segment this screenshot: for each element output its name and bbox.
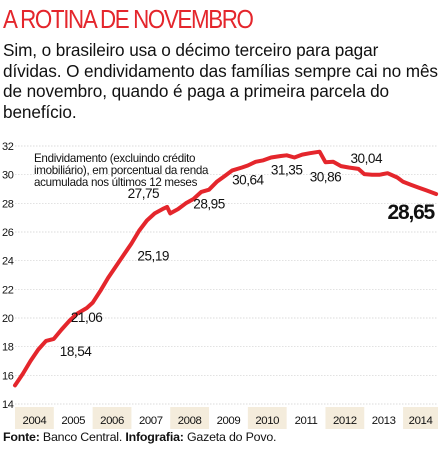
x-tick-label: 2010 [255,415,279,427]
y-tick-label: 26 [2,227,14,239]
y-tick-label: 30 [2,170,14,182]
y-tick-label: 20 [2,313,14,325]
credit-value: Gazeta do Povo. [186,430,277,444]
data-label: 30,04 [351,151,383,166]
y-tick-label: 32 [2,141,14,153]
series-line [13,149,439,388]
y-tick-label: 16 [2,370,14,382]
data-label: 18,54 [60,344,92,359]
x-axis: 2004 2005 2006 2007 2008 2009 2010 2011 2012 2013… [23,415,433,427]
x-tick-label: 2006 [100,415,124,427]
y-tick-label: 28 [2,198,14,210]
x-tick-label: 2012 [333,415,357,427]
y-tick-label: 24 [2,256,14,268]
y-axis: 14 16 18 20 22 24 26 28 30 32 [2,141,14,411]
data-labels: 18,54 21,06 25,19 27,75 28,95 30,64 31,35 30,86… [60,151,437,359]
source-value: Banco Central. [42,430,123,444]
chart-title: A ROTINA DE NOVEMBRO [3,4,254,34]
data-label: 27,75 [128,186,160,201]
x-tick-label: 2009 [217,415,241,427]
series-endividamento [13,149,439,388]
gridlines [15,145,438,405]
year-band [325,407,365,429]
x-tick-label: 2013 [372,415,396,427]
data-label: 25,19 [137,249,169,264]
data-label: 28,95 [193,197,225,212]
data-label: 28,65 [387,201,435,224]
year-band [170,407,210,429]
data-label: 31,35 [271,162,303,177]
year-band [403,407,438,429]
year-band [247,407,287,429]
year-band [15,407,54,429]
y-tick-label: 18 [2,342,14,354]
x-tick-label: 2005 [61,415,85,427]
chart-subtitle: Sim, o brasileiro usa o décimo terceiro … [3,40,438,122]
y-tick-label: 22 [2,284,14,296]
source-credit: Fonte: Banco Central. Infografia: Gazeta… [3,430,276,444]
source-label: Fonte: [3,430,40,444]
x-tick-label: 2014 [409,415,433,427]
year-bands [15,407,438,429]
y-tick-label: 14 [2,399,14,411]
x-tick-label: 2004 [23,415,47,427]
data-label: 30,64 [232,172,264,187]
data-label: 30,86 [310,169,342,184]
x-tick-label: 2008 [178,415,202,427]
x-tick-label: 2011 [295,415,318,427]
chart-annotation: Endividamento (excluindo crédito imobili… [34,152,211,189]
credit-label: Infografia: [125,430,184,444]
x-tick-label: 2007 [139,415,163,427]
data-label: 21,06 [71,310,103,325]
year-band [92,407,132,429]
